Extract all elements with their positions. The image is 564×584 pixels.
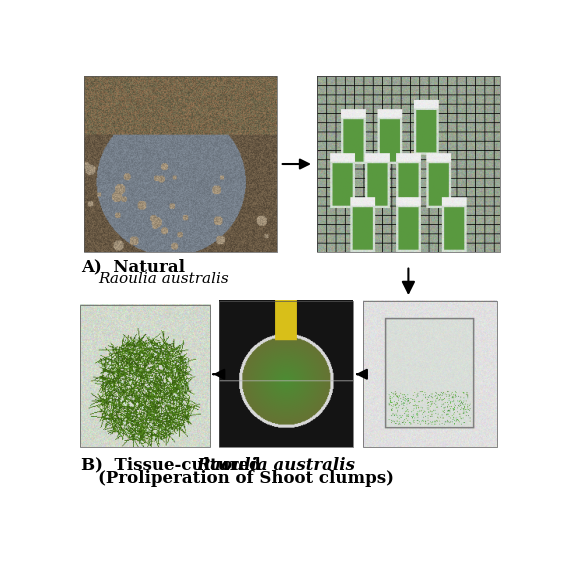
Text: B)  Tissue-cultured: B) Tissue-cultured	[81, 457, 267, 474]
Text: Raoulia australis: Raoulia australis	[196, 457, 355, 474]
Bar	[219, 301, 352, 447]
Text: Raoulia australis: Raoulia australis	[98, 272, 229, 286]
Bar	[85, 77, 277, 252]
Bar	[317, 77, 500, 252]
Bar	[363, 301, 497, 447]
Text: A)  Natural: A) Natural	[81, 258, 186, 275]
Bar	[80, 305, 210, 447]
Text: (Proliperation of Shoot clumps): (Proliperation of Shoot clumps)	[98, 471, 394, 488]
